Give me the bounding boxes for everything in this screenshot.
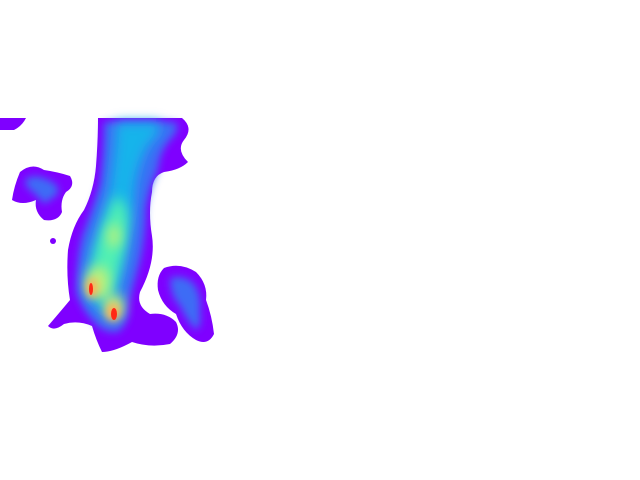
peak-1: [89, 283, 93, 295]
top-left-sliver-region: [0, 118, 26, 130]
density-level-7-peak: [89, 283, 117, 320]
small-speck-region: [50, 238, 56, 244]
peak-2: [111, 308, 117, 320]
